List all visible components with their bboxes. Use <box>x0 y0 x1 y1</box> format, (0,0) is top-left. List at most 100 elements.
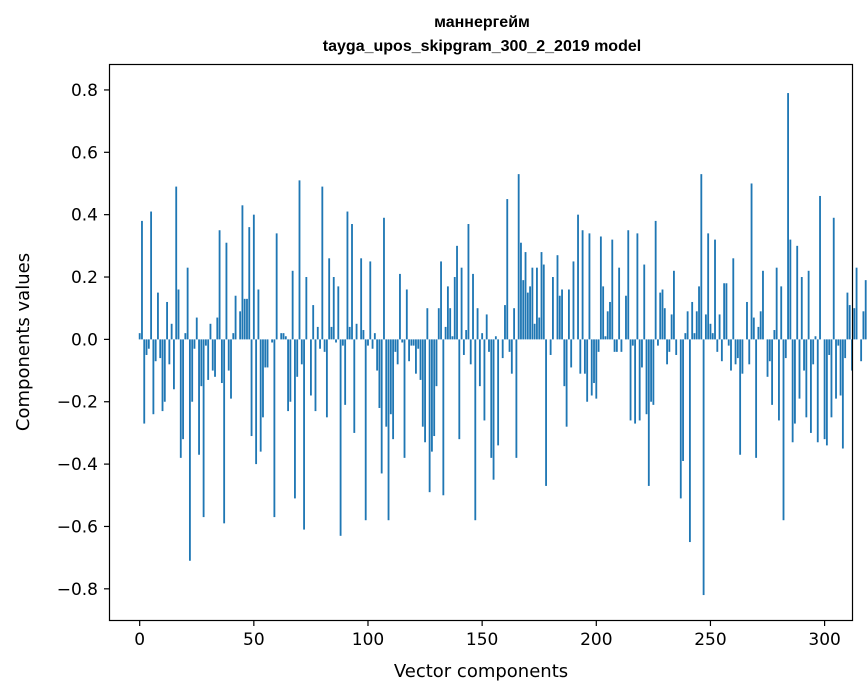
bar-228 <box>659 292 662 340</box>
bar-283 <box>784 339 787 359</box>
bar-256 <box>723 283 726 340</box>
bar-229 <box>661 289 664 340</box>
x-tick-label-5: 250 <box>694 630 726 650</box>
bar-72 <box>303 339 305 530</box>
bar-98 <box>362 330 365 340</box>
y-tick-label-2: 0.4 <box>71 206 98 226</box>
bar-249 <box>707 233 710 340</box>
bar-153 <box>488 339 490 352</box>
bar-149 <box>478 339 481 387</box>
bar-301 <box>825 339 828 446</box>
bar-180 <box>549 339 552 355</box>
bar-202 <box>599 236 602 340</box>
bar-160 <box>504 305 506 340</box>
y-axis-title: Components values <box>13 253 34 431</box>
bar-196 <box>586 339 589 402</box>
bar-172 <box>531 267 534 340</box>
bar-93 <box>351 224 353 340</box>
bar-83 <box>328 258 331 340</box>
bar-222 <box>645 339 648 415</box>
bar-220 <box>641 339 643 368</box>
bar-59 <box>273 339 276 518</box>
bar-235 <box>675 339 678 355</box>
bar-207 <box>611 239 614 340</box>
bar-140 <box>458 339 461 440</box>
bar-135 <box>446 286 449 340</box>
y-tick-label-4: 0.0 <box>71 330 98 350</box>
y-tick-label-3: 0.2 <box>71 268 98 288</box>
bar-170 <box>526 292 529 340</box>
bar-273 <box>762 270 764 340</box>
bar-26 <box>198 339 200 455</box>
bar-211 <box>620 339 623 352</box>
bar-22 <box>188 339 191 561</box>
bar-171 <box>529 286 531 340</box>
y-tick-label-8: −0.8 <box>57 580 98 600</box>
bar-66 <box>289 339 292 402</box>
bar-39 <box>227 339 230 371</box>
bar-201 <box>597 339 600 352</box>
bar-68 <box>294 339 296 499</box>
bar-108 <box>385 339 388 427</box>
bar-56 <box>266 339 269 368</box>
bar-288 <box>796 245 799 340</box>
bar-227 <box>657 339 659 346</box>
bar-298 <box>819 195 821 340</box>
bar-11 <box>163 339 166 402</box>
bar-125 <box>424 339 426 443</box>
bar-45 <box>241 205 244 340</box>
bar-112 <box>394 339 397 352</box>
x-tick-label-2: 100 <box>352 630 384 650</box>
bar-231 <box>666 339 668 365</box>
bar-244 <box>695 311 698 340</box>
bar-275 <box>766 339 769 377</box>
bar-268 <box>750 183 753 340</box>
bar-132 <box>440 261 442 340</box>
x-tick-label-1: 50 <box>243 630 265 650</box>
bar-110 <box>389 339 392 415</box>
bar-271 <box>757 326 760 340</box>
bar-278 <box>773 330 776 340</box>
bar-10 <box>161 339 164 412</box>
bar-316 <box>860 339 863 362</box>
bar-233 <box>670 314 673 340</box>
bar-117 <box>405 289 408 340</box>
bar-210 <box>618 267 621 340</box>
bar-242 <box>691 301 694 340</box>
bar-176 <box>540 252 543 340</box>
bar-307 <box>839 339 842 396</box>
bar-51 <box>255 339 258 465</box>
bar-237 <box>679 339 682 499</box>
bar-145 <box>469 339 472 365</box>
bar-124 <box>421 339 424 427</box>
bar-183 <box>556 255 559 340</box>
bar-27 <box>200 339 203 387</box>
y-axis-ticks: 0.8 0.6 0.4 0.2 0.0 −0.2 −0.4 −0.6 −0.8 <box>57 81 110 600</box>
bar-100 <box>367 339 369 346</box>
bar-15 <box>173 339 175 390</box>
bar-216 <box>631 339 634 346</box>
bar-20 <box>184 333 187 340</box>
bar-131 <box>437 308 440 340</box>
bar-99 <box>364 339 367 521</box>
bar-287 <box>794 339 796 424</box>
bar-269 <box>752 317 755 340</box>
bar-279 <box>775 267 778 340</box>
bar-147 <box>474 339 477 521</box>
bar-175 <box>538 317 541 340</box>
bar-259 <box>730 339 732 371</box>
bar-168 <box>522 280 525 340</box>
bar-164 <box>513 308 516 340</box>
bar-116 <box>403 339 406 458</box>
bar-257 <box>725 283 728 340</box>
bar-284 <box>787 93 789 340</box>
bar-221 <box>643 264 646 340</box>
bar-264 <box>741 339 744 374</box>
bar-197 <box>588 233 591 340</box>
bar-9 <box>159 339 162 359</box>
bars-group <box>138 93 867 596</box>
bar-157 <box>497 339 500 446</box>
bar-126 <box>426 308 429 340</box>
bar-162 <box>508 339 511 352</box>
